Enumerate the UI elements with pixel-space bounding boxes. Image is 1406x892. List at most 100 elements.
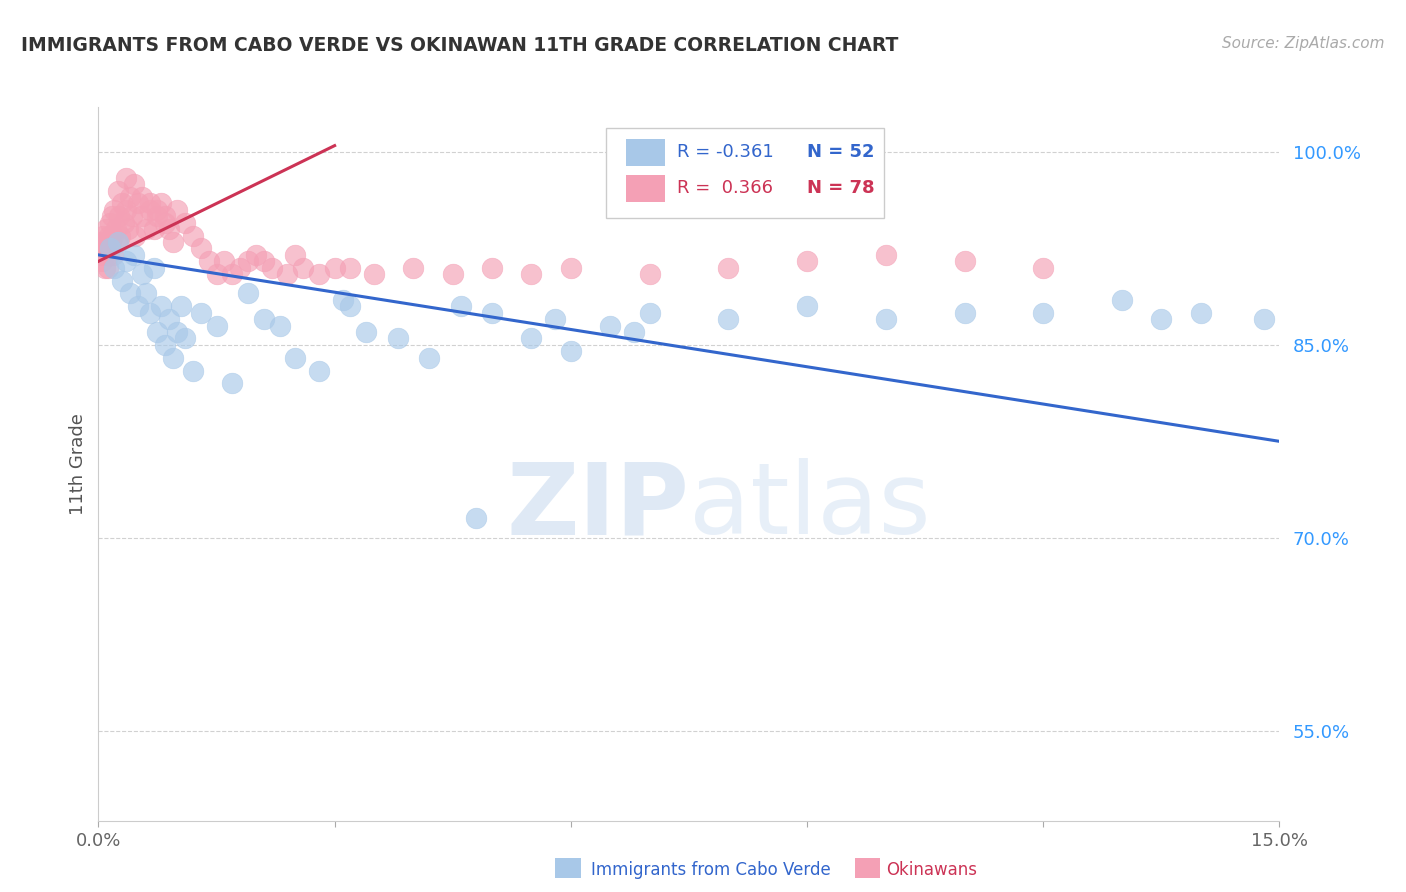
Point xyxy=(121,210,143,224)
Point xyxy=(599,318,621,333)
Point xyxy=(339,260,361,275)
Point xyxy=(875,312,897,326)
Point xyxy=(638,306,661,320)
Point xyxy=(1032,306,1054,320)
Point xyxy=(260,260,283,275)
Point xyxy=(221,376,243,391)
Point xyxy=(197,254,219,268)
Point xyxy=(107,235,129,249)
Point xyxy=(1189,306,1212,320)
Point xyxy=(221,267,243,281)
Point xyxy=(284,351,307,365)
Point xyxy=(229,260,252,275)
Point xyxy=(115,202,138,217)
Point xyxy=(953,254,976,268)
Point xyxy=(93,260,115,275)
Point xyxy=(276,267,298,281)
Point xyxy=(111,274,134,288)
Point xyxy=(205,267,228,281)
Point xyxy=(1150,312,1173,326)
Point xyxy=(115,170,138,185)
Point xyxy=(953,306,976,320)
Point xyxy=(138,196,160,211)
Point xyxy=(1032,260,1054,275)
Point xyxy=(131,267,153,281)
Point xyxy=(96,222,118,236)
Point xyxy=(162,235,184,249)
Point xyxy=(292,260,315,275)
Point xyxy=(146,325,169,339)
Point xyxy=(146,202,169,217)
Point xyxy=(101,210,124,224)
Point xyxy=(89,235,111,249)
Point xyxy=(387,331,409,345)
Point xyxy=(101,228,124,243)
Text: R =  0.366: R = 0.366 xyxy=(678,178,773,196)
Point xyxy=(100,235,122,249)
Point xyxy=(623,325,645,339)
Text: Okinawans: Okinawans xyxy=(886,861,977,879)
Point xyxy=(481,306,503,320)
Point xyxy=(450,299,472,313)
Point xyxy=(93,248,115,262)
Point xyxy=(90,248,112,262)
Point xyxy=(354,325,377,339)
Text: atlas: atlas xyxy=(689,458,931,555)
Point xyxy=(112,216,135,230)
Point xyxy=(402,260,425,275)
Point xyxy=(91,242,114,256)
Point xyxy=(108,210,131,224)
Point xyxy=(157,312,180,326)
Point xyxy=(98,216,121,230)
Point xyxy=(284,248,307,262)
Text: N = 78: N = 78 xyxy=(807,178,875,196)
Point xyxy=(107,184,129,198)
Point xyxy=(308,363,330,377)
Point xyxy=(118,190,141,204)
Point xyxy=(190,306,212,320)
Text: R = -0.361: R = -0.361 xyxy=(678,143,773,161)
Point xyxy=(236,286,259,301)
Point xyxy=(155,338,177,352)
Point xyxy=(418,351,440,365)
Point xyxy=(520,267,543,281)
Point xyxy=(796,299,818,313)
Point xyxy=(91,228,114,243)
Point xyxy=(717,260,740,275)
Point xyxy=(181,228,204,243)
Point xyxy=(465,511,488,525)
Text: Immigrants from Cabo Verde: Immigrants from Cabo Verde xyxy=(591,861,831,879)
Point xyxy=(560,344,582,359)
Point xyxy=(796,254,818,268)
Point xyxy=(96,242,118,256)
Point xyxy=(875,248,897,262)
Point xyxy=(104,222,127,236)
Point xyxy=(181,363,204,377)
Point xyxy=(166,202,188,217)
Text: N = 52: N = 52 xyxy=(807,143,875,161)
Point xyxy=(124,228,146,243)
Point xyxy=(117,222,139,236)
Point xyxy=(441,267,464,281)
Point xyxy=(105,235,128,249)
Point xyxy=(94,235,117,249)
Point xyxy=(111,196,134,211)
Point xyxy=(363,267,385,281)
Point xyxy=(138,202,160,217)
Point xyxy=(142,260,165,275)
Point xyxy=(97,260,120,275)
Point xyxy=(135,286,157,301)
Point xyxy=(323,260,346,275)
Point xyxy=(520,331,543,345)
Text: Source: ZipAtlas.com: Source: ZipAtlas.com xyxy=(1222,36,1385,51)
Point xyxy=(131,190,153,204)
Point xyxy=(115,254,138,268)
FancyBboxPatch shape xyxy=(626,175,665,202)
Point xyxy=(308,267,330,281)
Point xyxy=(90,254,112,268)
Point xyxy=(118,286,141,301)
Point xyxy=(162,351,184,365)
Point xyxy=(1111,293,1133,307)
Point xyxy=(253,312,276,326)
Point xyxy=(638,267,661,281)
